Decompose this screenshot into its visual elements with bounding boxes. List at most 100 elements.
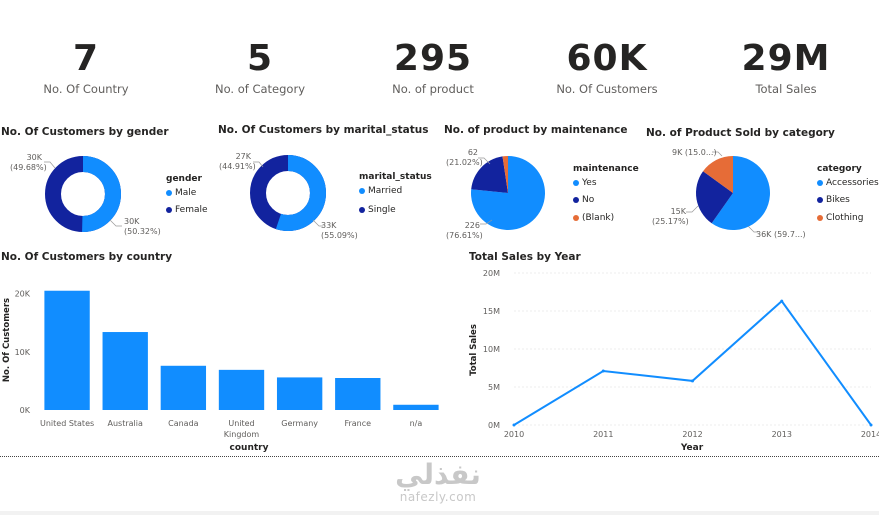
watermark: نفذلي nafezly.com	[388, 458, 488, 504]
gender-leader-female	[44, 161, 56, 169]
kpi-products: 295 No. of product	[358, 38, 508, 96]
marital-legend-title: marital_status	[359, 172, 432, 182]
bottom-bar	[0, 511, 879, 515]
legend-dot	[166, 189, 172, 196]
kpi-value: 29M	[741, 38, 831, 79]
category-chart-title: No. of Product Sold by category	[646, 127, 835, 139]
legend-dot	[573, 214, 579, 221]
legend-dot	[817, 214, 823, 221]
marital-slice-married[interactable]	[250, 155, 326, 231]
country-y-axis-title: No. Of Customers	[2, 298, 12, 382]
category-slice-clothing[interactable]	[703, 156, 733, 193]
sales-y-tick-label: 10M	[483, 345, 500, 354]
kpi-value: 295	[393, 38, 473, 79]
watermark-arabic: نفذلي	[395, 458, 481, 491]
sales-point[interactable]	[780, 299, 784, 303]
page-divider	[0, 456, 879, 457]
kpi-total-sales: 29M Total Sales	[711, 38, 861, 96]
country-x-tick-label: n/a	[410, 419, 423, 428]
kpi-label: No. Of Country	[43, 82, 129, 96]
kpi-label: No. of product	[392, 82, 474, 96]
sales-point[interactable]	[601, 369, 605, 373]
watermark-latin: nafezly.com	[399, 490, 477, 504]
category-legend-accessories[interactable]: Accessories	[817, 178, 879, 188]
marital-donut-chart[interactable]	[215, 140, 430, 245]
sales-point[interactable]	[691, 379, 694, 383]
maintenance-legend-no[interactable]: No	[573, 195, 594, 205]
country-y-tick-label: 10K	[15, 348, 31, 357]
marital-legend-married[interactable]: Married	[359, 186, 402, 196]
gender-legend-female[interactable]: Female	[166, 205, 208, 215]
gender-label-female: 30K (49.68%)	[10, 153, 47, 172]
maintenance-leader-yes	[480, 219, 493, 225]
sales-y-tick-label: 20M	[483, 269, 500, 278]
gender-leader-male	[109, 219, 122, 227]
sales-point[interactable]	[869, 423, 873, 427]
sales-series-line[interactable]	[513, 299, 872, 426]
marital-legend-single[interactable]: Single	[359, 205, 396, 215]
sales-y-tick-label: 0M	[488, 421, 500, 430]
country-bar[interactable]	[276, 377, 323, 410]
category-leader-clothing	[712, 151, 723, 157]
country-bar[interactable]	[393, 404, 439, 410]
sales-x-tick-label: 2014	[861, 430, 879, 439]
maintenance-legend-title: maintenance	[573, 164, 639, 174]
country-x-axis-title: country	[230, 443, 269, 453]
country-chart-title: No. Of Customers by country	[1, 251, 173, 263]
sales-y-axis-title: Total Sales	[469, 324, 479, 376]
country-bar[interactable]	[102, 332, 148, 410]
category-label-bikes: 15K (25.17%)	[652, 207, 689, 226]
kpi-label: Total Sales	[755, 82, 817, 96]
country-bar-chart[interactable]: 0K 10K 20K United States Australia Canada Uni…	[0, 265, 450, 455]
category-leader-bikes	[686, 205, 699, 213]
marital-leader-single	[253, 161, 264, 168]
maintenance-pie-chart[interactable]	[440, 140, 640, 245]
legend-dot	[817, 179, 823, 186]
sales-x-tick-label: 2012	[682, 430, 702, 439]
gender-legend-male[interactable]: Male	[166, 188, 196, 198]
sales-x-tick-label: 2010	[504, 430, 524, 439]
maintenance-chart-title: No. of product by maintenance	[444, 124, 628, 136]
country-y-tick-label: 20K	[15, 290, 31, 299]
category-legend-bikes[interactable]: Bikes	[817, 195, 850, 205]
kpi-customers: 60K No. Of Customers	[532, 38, 682, 96]
sales-x-axis-title: Year	[680, 443, 704, 453]
maintenance-legend-yes[interactable]: Yes	[573, 178, 597, 188]
gender-donut-chart[interactable]	[0, 140, 215, 245]
maintenance-legend-blank[interactable]: (Blank)	[573, 213, 614, 223]
kpi-countries: 7 No. Of Country	[11, 38, 161, 96]
maintenance-slice-no[interactable]	[471, 156, 508, 193]
sales-y-tick-label: 15M	[483, 307, 500, 316]
sales-y-tick-label: 5M	[488, 383, 500, 392]
sales-point[interactable]	[512, 423, 516, 427]
maintenance-slice-blank[interactable]	[502, 156, 508, 193]
kpi-value: 60K	[566, 38, 648, 79]
country-x-tick-label: Australia	[108, 419, 143, 428]
country-bar[interactable]	[335, 378, 381, 410]
country-x-tick-label: France	[344, 419, 371, 428]
kpi-value: 7	[72, 38, 100, 79]
country-x-tick-label: Canada	[168, 419, 199, 428]
category-legend-clothing[interactable]: Clothing	[817, 213, 863, 223]
category-pie-chart[interactable]	[640, 140, 870, 245]
marital-leader-married	[312, 219, 323, 227]
gender-chart-title: No. Of Customers by gender	[1, 126, 169, 138]
country-bar[interactable]	[160, 365, 207, 410]
country-y-tick-label: 0K	[20, 406, 31, 415]
country-bar[interactable]	[218, 369, 265, 410]
country-bar[interactable]	[44, 290, 90, 410]
kpi-categories: 5 No. of Category	[185, 38, 335, 96]
legend-dot	[573, 179, 579, 186]
marital-chart-title: No. Of Customers by marital_status	[218, 124, 429, 136]
category-slice-bikes[interactable]	[696, 171, 733, 224]
legend-dot	[573, 196, 579, 203]
country-x-tick-label: Germany	[281, 419, 318, 428]
sales-chart-title: Total Sales by Year	[469, 251, 581, 263]
maintenance-leader-no	[478, 157, 491, 165]
legend-dot	[359, 206, 365, 213]
kpi-label: No. of Category	[214, 82, 306, 96]
kpi-value: 5	[246, 38, 274, 79]
category-slice-accessories[interactable]	[711, 156, 770, 230]
gender-slice-male[interactable]	[45, 156, 121, 232]
